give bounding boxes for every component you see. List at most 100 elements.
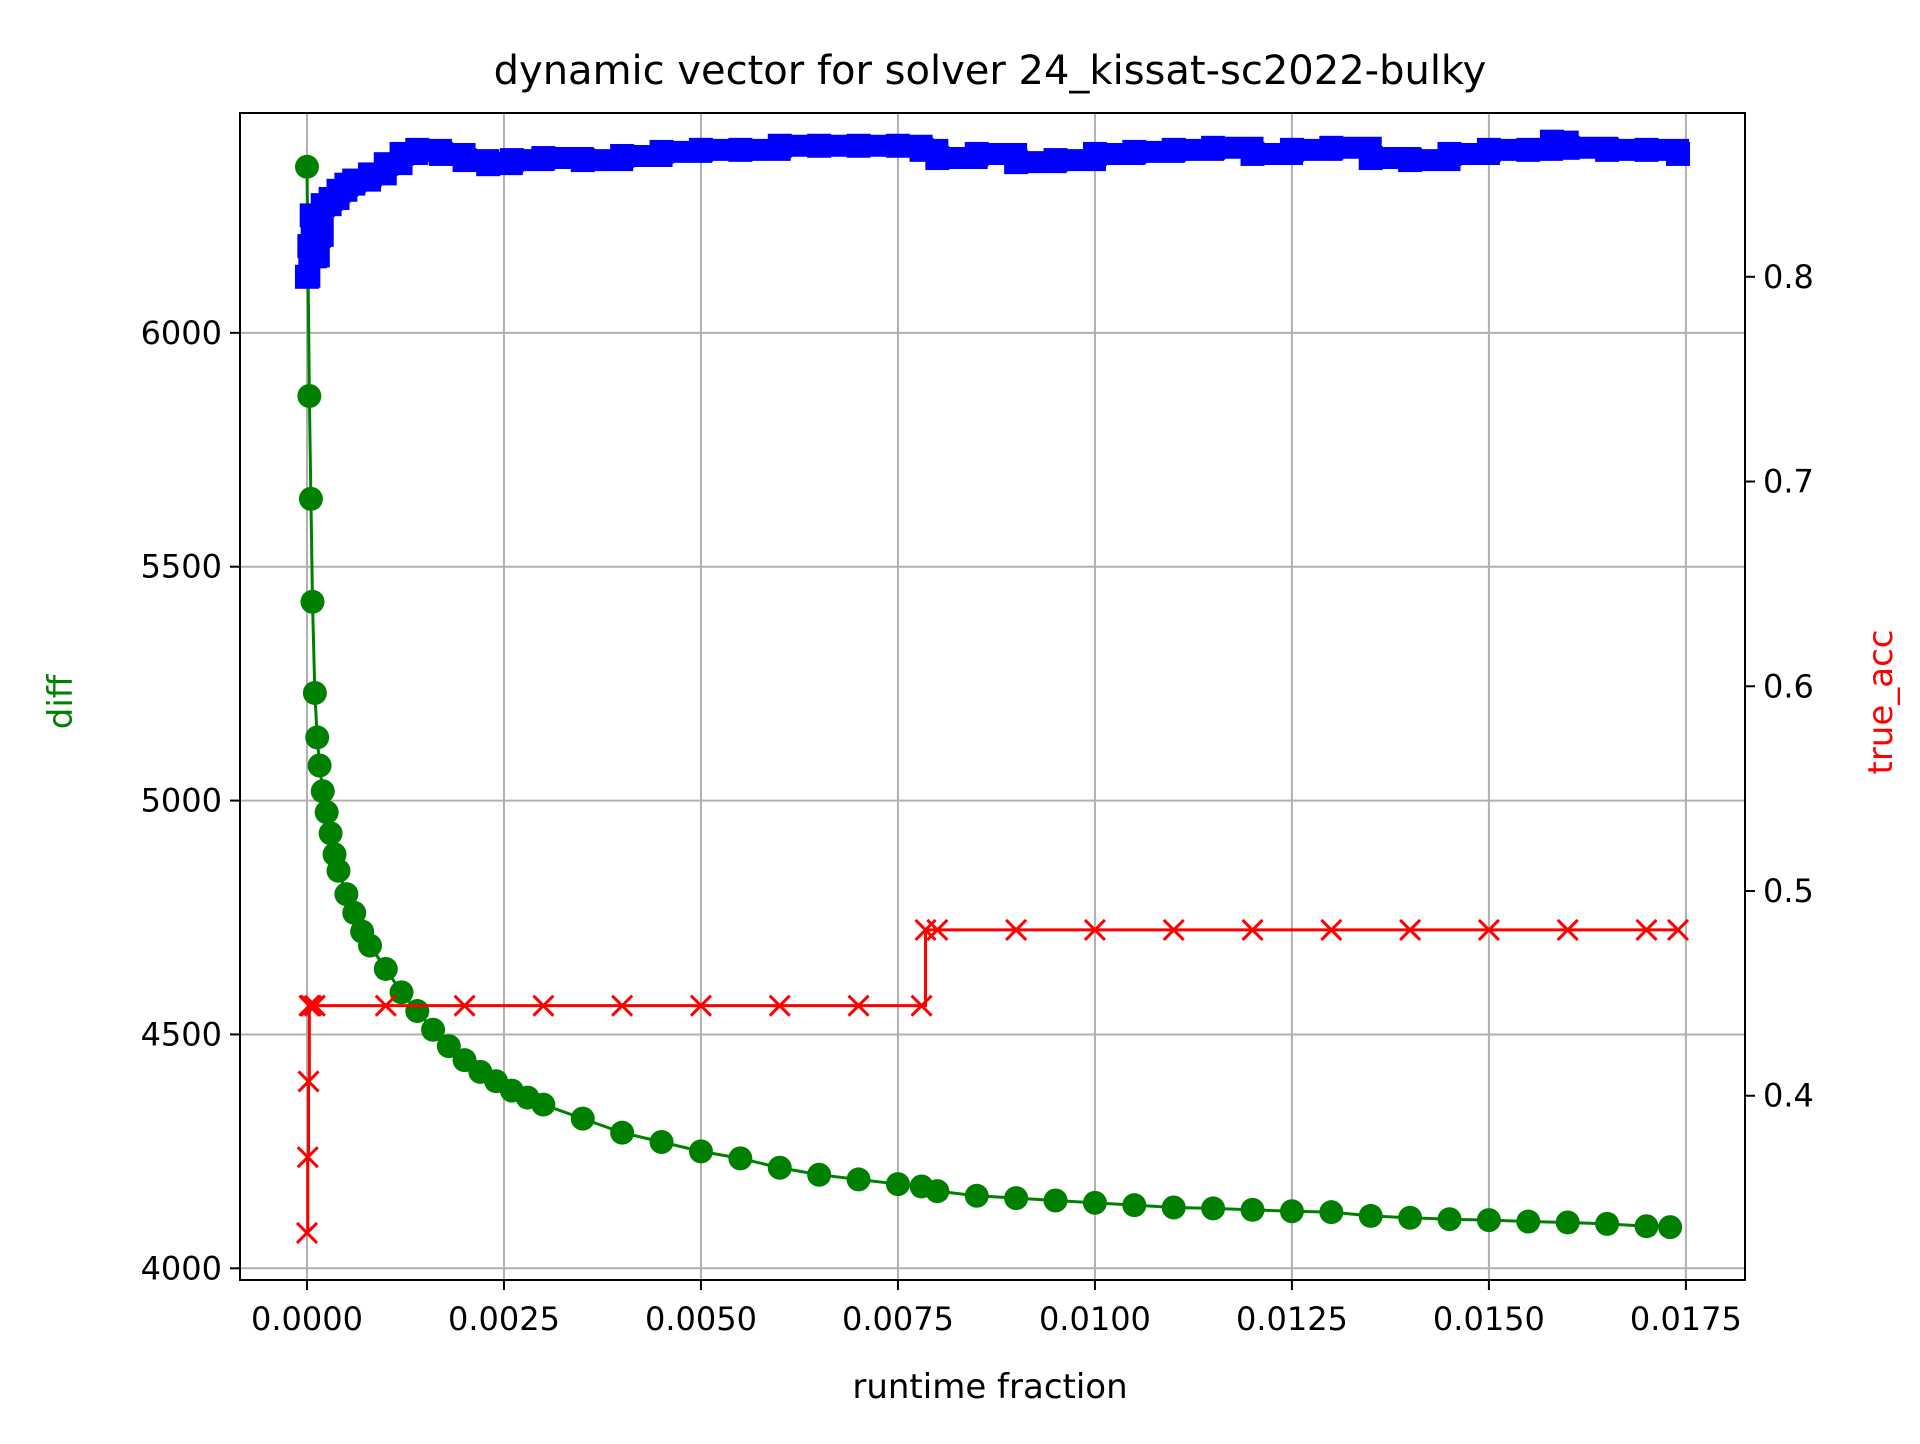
data-point-circle	[318, 821, 343, 846]
y-right-tick-label: 0.8	[1763, 258, 1814, 296]
data-point-square	[294, 264, 319, 289]
data-point-circle	[297, 383, 322, 408]
data-point-x	[910, 994, 933, 1017]
data-point-x	[1666, 918, 1690, 941]
data-point-circle	[1082, 1190, 1107, 1215]
data-point-circle	[298, 486, 323, 511]
data-point-circle	[305, 725, 330, 750]
data-point-circle	[925, 1179, 950, 1204]
data-point-circle	[1279, 1199, 1304, 1224]
data-point-square	[846, 133, 871, 158]
data-point-circle	[1319, 1200, 1344, 1225]
data-point-square	[1634, 137, 1659, 162]
data-point-square	[925, 146, 950, 171]
data-point-x	[1320, 918, 1343, 941]
data-point-x	[1162, 918, 1185, 941]
data-point-square	[807, 133, 832, 158]
data-point-circle	[300, 589, 325, 614]
data-point-circle	[294, 154, 319, 179]
data-point-square	[1240, 141, 1265, 166]
x-tick-label: 0.0000	[251, 1300, 363, 1338]
data-point-square	[1398, 148, 1423, 173]
data-point-x	[453, 994, 476, 1017]
y-left-tick-label: 5500	[141, 548, 222, 586]
data-point-circle	[964, 1183, 989, 1208]
data-point-x	[926, 918, 949, 941]
data-point-x	[374, 994, 397, 1017]
data-point-square	[1358, 146, 1383, 171]
data-point-circle	[1634, 1214, 1659, 1239]
x-tick-label: 0.0075	[842, 1300, 954, 1338]
data-point-square	[728, 137, 753, 162]
data-point-x	[1477, 918, 1500, 941]
data-point-x	[689, 994, 713, 1017]
data-point-circle	[688, 1139, 713, 1164]
data-point-x	[1083, 918, 1106, 941]
data-point-square	[1437, 141, 1462, 166]
data-point-x	[1005, 918, 1028, 941]
data-point-square	[1595, 137, 1620, 162]
x-axis-label: runtime fraction	[852, 1367, 1127, 1407]
data-point-x	[297, 1070, 320, 1093]
data-point-circle	[358, 933, 383, 958]
data-point-circle	[326, 858, 351, 883]
chart-title: dynamic vector for solver 24_kissat-sc20…	[494, 48, 1487, 94]
data-point-circle	[1240, 1197, 1265, 1222]
data-point-square	[1666, 141, 1691, 166]
data-point-x	[1635, 918, 1658, 941]
data-point-x	[1556, 918, 1579, 941]
series-layer	[294, 129, 1691, 1244]
data-point-circle	[421, 1017, 446, 1042]
data-point-circle	[405, 999, 430, 1024]
data-point-square	[688, 137, 713, 162]
data-point-square	[1279, 137, 1304, 162]
data-point-circle	[649, 1130, 674, 1155]
data-point-circle	[334, 882, 359, 907]
data-point-square	[1043, 148, 1068, 173]
data-point-square	[767, 133, 792, 158]
y-left-tick-label: 5000	[141, 782, 222, 820]
series-square	[294, 129, 1691, 289]
data-point-square	[885, 133, 910, 158]
data-point-square	[570, 148, 595, 173]
data-point-circle	[389, 980, 414, 1005]
data-point-square	[1516, 137, 1541, 162]
data-point-circle	[570, 1106, 595, 1131]
y-left-tick-label: 6000	[141, 314, 222, 352]
data-point-square	[531, 146, 556, 171]
grid-layer	[240, 113, 1745, 1280]
data-point-square	[306, 223, 331, 248]
data-point-circle	[373, 956, 398, 981]
data-point-circle	[610, 1120, 635, 1145]
data-point-circle	[1476, 1208, 1501, 1233]
data-point-circle	[302, 680, 327, 705]
y-left-axis-label: diff	[41, 673, 81, 729]
data-point-circle	[1516, 1209, 1541, 1234]
data-point-square	[1476, 137, 1501, 162]
x-tick-label: 0.0175	[1630, 1300, 1742, 1338]
data-point-circle	[1595, 1211, 1620, 1236]
data-point-x	[1399, 918, 1422, 941]
data-point-square	[649, 139, 674, 164]
data-point-square	[405, 137, 430, 162]
axis-layer: 0.0000 0.0025 0.0050 0.0075 0.0100 0.0125 0.01…	[141, 258, 1814, 1338]
data-point-square	[1004, 150, 1029, 175]
y-right-tick-label: 0.4	[1763, 1077, 1814, 1115]
data-point-circle	[1201, 1196, 1226, 1221]
data-point-circle	[767, 1155, 792, 1180]
data-point-x	[299, 994, 322, 1017]
data-point-circle	[1004, 1186, 1029, 1211]
data-point-square	[1082, 141, 1107, 166]
data-point-circle	[1398, 1205, 1423, 1230]
y-right-axis-label: true_acc	[1861, 630, 1901, 775]
data-point-circle	[728, 1146, 753, 1171]
series-circle	[294, 154, 1683, 1240]
y-right-tick-label: 0.7	[1763, 463, 1814, 501]
data-point-square	[302, 244, 327, 269]
y-left-tick-label: 4500	[141, 1015, 222, 1053]
data-point-circle	[310, 779, 335, 804]
data-point-circle	[531, 1092, 556, 1117]
series-x	[295, 918, 1690, 1244]
plot-frame	[239, 112, 1746, 1281]
